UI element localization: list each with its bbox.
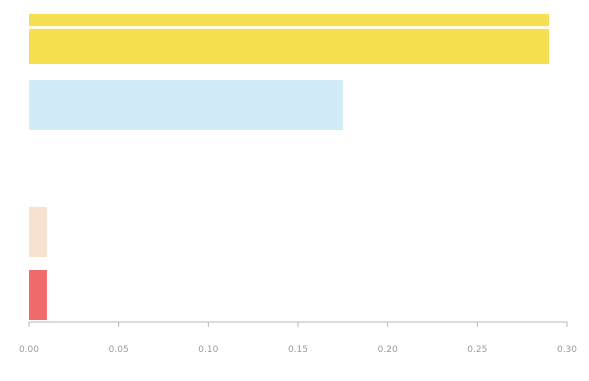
x-axis: 0.00 0.05 0.10 0.15 0.20 0.25 0.30 (19, 321, 577, 355)
x-tick-label-6: 0.30 (557, 345, 577, 355)
bars-layer (29, 14, 550, 320)
bar-1 (29, 80, 343, 130)
x-tick-label-3: 0.15 (288, 345, 308, 355)
bar-0 (29, 14, 550, 64)
x-tick-label-5: 0.25 (467, 345, 487, 355)
x-tick-label-4: 0.20 (378, 345, 398, 355)
bar-3 (29, 207, 47, 257)
x-tick-label-2: 0.10 (198, 345, 218, 355)
bar-0-highlight (29, 26, 550, 29)
x-tick-label-1: 0.05 (109, 345, 129, 355)
bar-4 (29, 270, 47, 320)
x-tick-label-0: 0.00 (19, 345, 39, 355)
